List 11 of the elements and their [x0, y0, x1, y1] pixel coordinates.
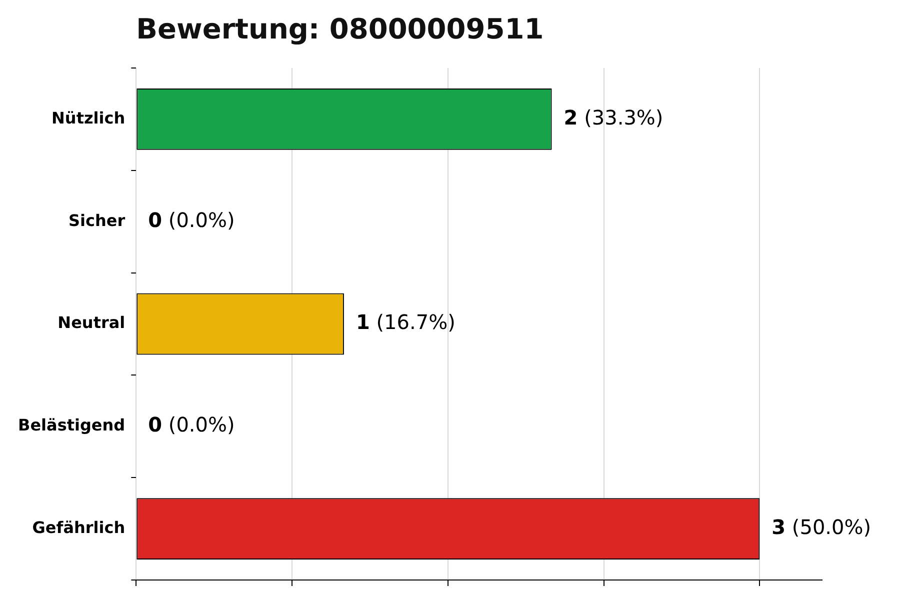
data-label: 3 (50.0%)	[772, 515, 872, 540]
data-label: 2 (33.3%)	[564, 105, 664, 130]
y-tick-label: Belästigend	[18, 416, 126, 435]
chart-title: Bewertung: 08000009511	[136, 12, 544, 46]
data-label: 0 (0.0%)	[148, 412, 235, 437]
y-tick-label: Neutral	[58, 313, 126, 332]
y-tick-label: Nützlich	[52, 108, 126, 128]
y-tick-label: Gefährlich	[32, 518, 126, 537]
y-tick-label: Sicher	[68, 210, 126, 230]
data-label: 1 (16.7%)	[356, 310, 456, 334]
data-label: 0 (0.0%)	[148, 208, 235, 232]
